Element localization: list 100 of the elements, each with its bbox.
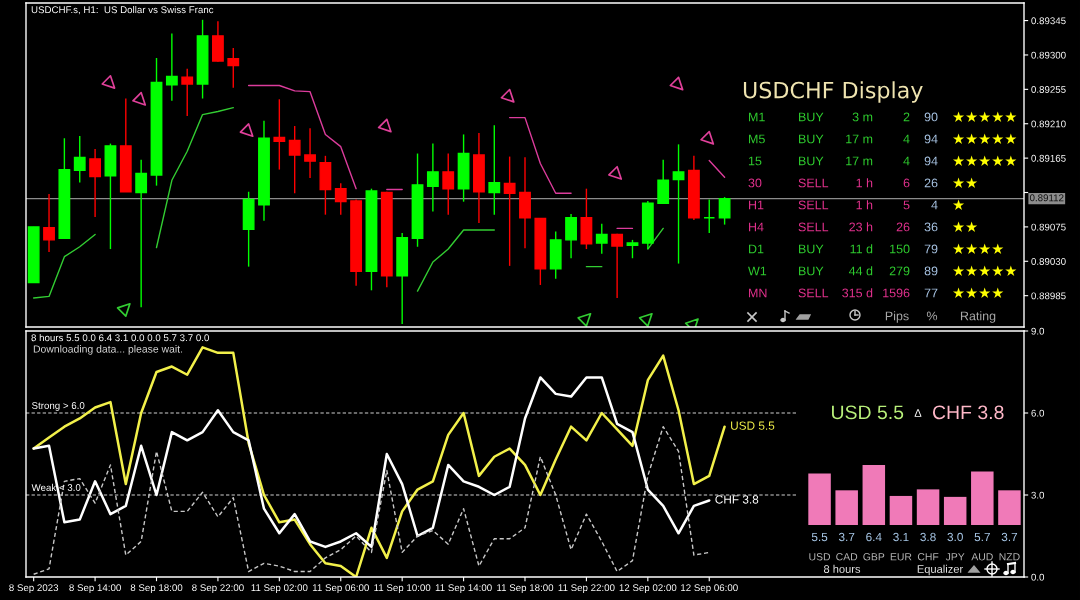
bar: [971, 471, 994, 525]
category-label: 15: [748, 156, 762, 166]
series-label: USD 5.5: [731, 421, 775, 430]
annotation: ★★: [952, 221, 978, 233]
y-tick-label: 0.89165: [1031, 154, 1066, 162]
annotation: ∆: [914, 409, 922, 417]
annotation: ★★★★★: [952, 111, 1017, 123]
x-tick-label: 8 Sep 22:00: [192, 584, 244, 594]
annotation: SELL: [798, 178, 829, 188]
bar: [808, 473, 831, 525]
y-tick-label: 0.89300: [1031, 51, 1066, 59]
ref-line-label: Strong > 6.0: [32, 402, 85, 411]
x-tick-label: 8 Sep 2023: [9, 584, 59, 594]
data-label: 3.7: [1001, 532, 1018, 542]
annotation: ★★★★: [952, 243, 1004, 255]
category-label: D1: [749, 244, 764, 254]
annotation: 44 d: [848, 266, 873, 276]
category-label: H4: [749, 222, 764, 232]
annotation: 2: [903, 112, 910, 122]
annotation: USD 5.5: [832, 405, 904, 420]
annotation: 1 h: [856, 178, 873, 188]
data-label: 6.4: [866, 532, 882, 542]
annotation: 77: [924, 288, 938, 298]
annotation: ★★★★★: [952, 133, 1017, 145]
candlestick: [181, 68, 194, 117]
annotation: 4: [931, 200, 938, 210]
annotation: Downloading data... please wait.: [33, 345, 183, 355]
annotation: SELL: [798, 200, 829, 210]
annotation: 79: [924, 244, 938, 254]
y-tick-label: 6.0: [1031, 409, 1045, 417]
chart-title: USDCHF.s, H1: US Dollar vs Swiss Franc: [31, 6, 214, 15]
annotation: BUY: [799, 244, 824, 254]
category-label: W1: [748, 266, 767, 276]
y-tick-label: 0.88985: [1031, 292, 1066, 300]
annotation: 26: [924, 178, 938, 188]
candlestick: [611, 233, 624, 299]
candlestick: [718, 196, 731, 226]
point: [700, 130, 715, 145]
x-tick-label: 11 Sep 22:00: [558, 584, 615, 594]
candlestick: [43, 193, 55, 253]
y-tick-label: 0.89075: [1031, 223, 1066, 231]
y-tick-label: 0.89030: [1031, 258, 1066, 265]
y-tick-label: 0.89210: [1031, 120, 1066, 128]
candlestick: [503, 155, 516, 267]
annotation: ★★: [952, 177, 978, 189]
y-tick-label: 0.89345: [1031, 17, 1066, 25]
annotation: 94: [924, 134, 938, 144]
bar: [916, 489, 940, 525]
annotation: BUY: [799, 266, 824, 276]
x-tick-label: AUD: [971, 553, 993, 561]
candlestick: [334, 182, 347, 216]
line-series: [32, 376, 711, 549]
annotation: 23 h: [849, 222, 873, 232]
point: [101, 74, 116, 89]
chart-title: 8 hours 5.5 0.0 6.4 3.1 0.0 0.0 5.7 3.7 0.0: [31, 334, 209, 342]
annotation: 36: [924, 222, 938, 232]
data-label: 3.1: [893, 532, 909, 542]
data-label: 3.7: [838, 532, 855, 542]
point: [377, 118, 392, 133]
annotation: ★★★★★: [952, 155, 1017, 167]
candlestick: [426, 142, 439, 213]
y-tick-label: 3.0: [1031, 491, 1045, 499]
point: [638, 312, 653, 327]
annotation: 17 m: [846, 134, 873, 144]
x-tick-label: 12 Sep 06:00: [681, 584, 738, 594]
annotation: 150: [890, 244, 910, 254]
candlestick: [273, 98, 286, 171]
bar: [862, 465, 886, 525]
candlestick: [227, 47, 240, 89]
candlestick: [73, 135, 86, 184]
annotation: CHF 3.8: [932, 405, 1004, 420]
annotation: 315 d: [842, 288, 873, 298]
series-label: CHF 3.8: [715, 495, 759, 504]
annotation: 11 d: [850, 244, 873, 254]
annotation: 1596: [883, 288, 910, 298]
annotation: 5: [903, 200, 910, 210]
x-tick-label: 11 Sep 18:00: [497, 584, 554, 594]
candlestick: [626, 239, 639, 259]
y-tick-label: 0.89255: [1031, 86, 1066, 93]
candlestick: [165, 32, 178, 102]
annotation: 4: [903, 134, 910, 144]
x-tick-label: NZD: [999, 553, 1020, 561]
annotation: Equalizer: [917, 564, 963, 576]
category-label: M5: [749, 134, 765, 144]
annotation: 94: [924, 156, 938, 166]
annotation: 3 m: [852, 112, 873, 122]
data-label: 3.0: [947, 532, 963, 542]
candlestick: [672, 143, 685, 265]
annotation: ★: [952, 199, 965, 211]
annotation: 17 m: [846, 156, 873, 166]
candlestick: [488, 124, 501, 216]
candlestick: [135, 158, 148, 308]
category-label: H1: [749, 200, 764, 210]
annotation: 279: [889, 266, 910, 276]
point: [132, 91, 147, 106]
category-label: MN: [749, 288, 767, 298]
annotation: 1 h: [856, 200, 873, 210]
annotation: 8 hours: [823, 564, 861, 573]
annotation: BUY: [799, 134, 824, 144]
x-tick-label: 11 Sep 14:00: [435, 584, 492, 594]
